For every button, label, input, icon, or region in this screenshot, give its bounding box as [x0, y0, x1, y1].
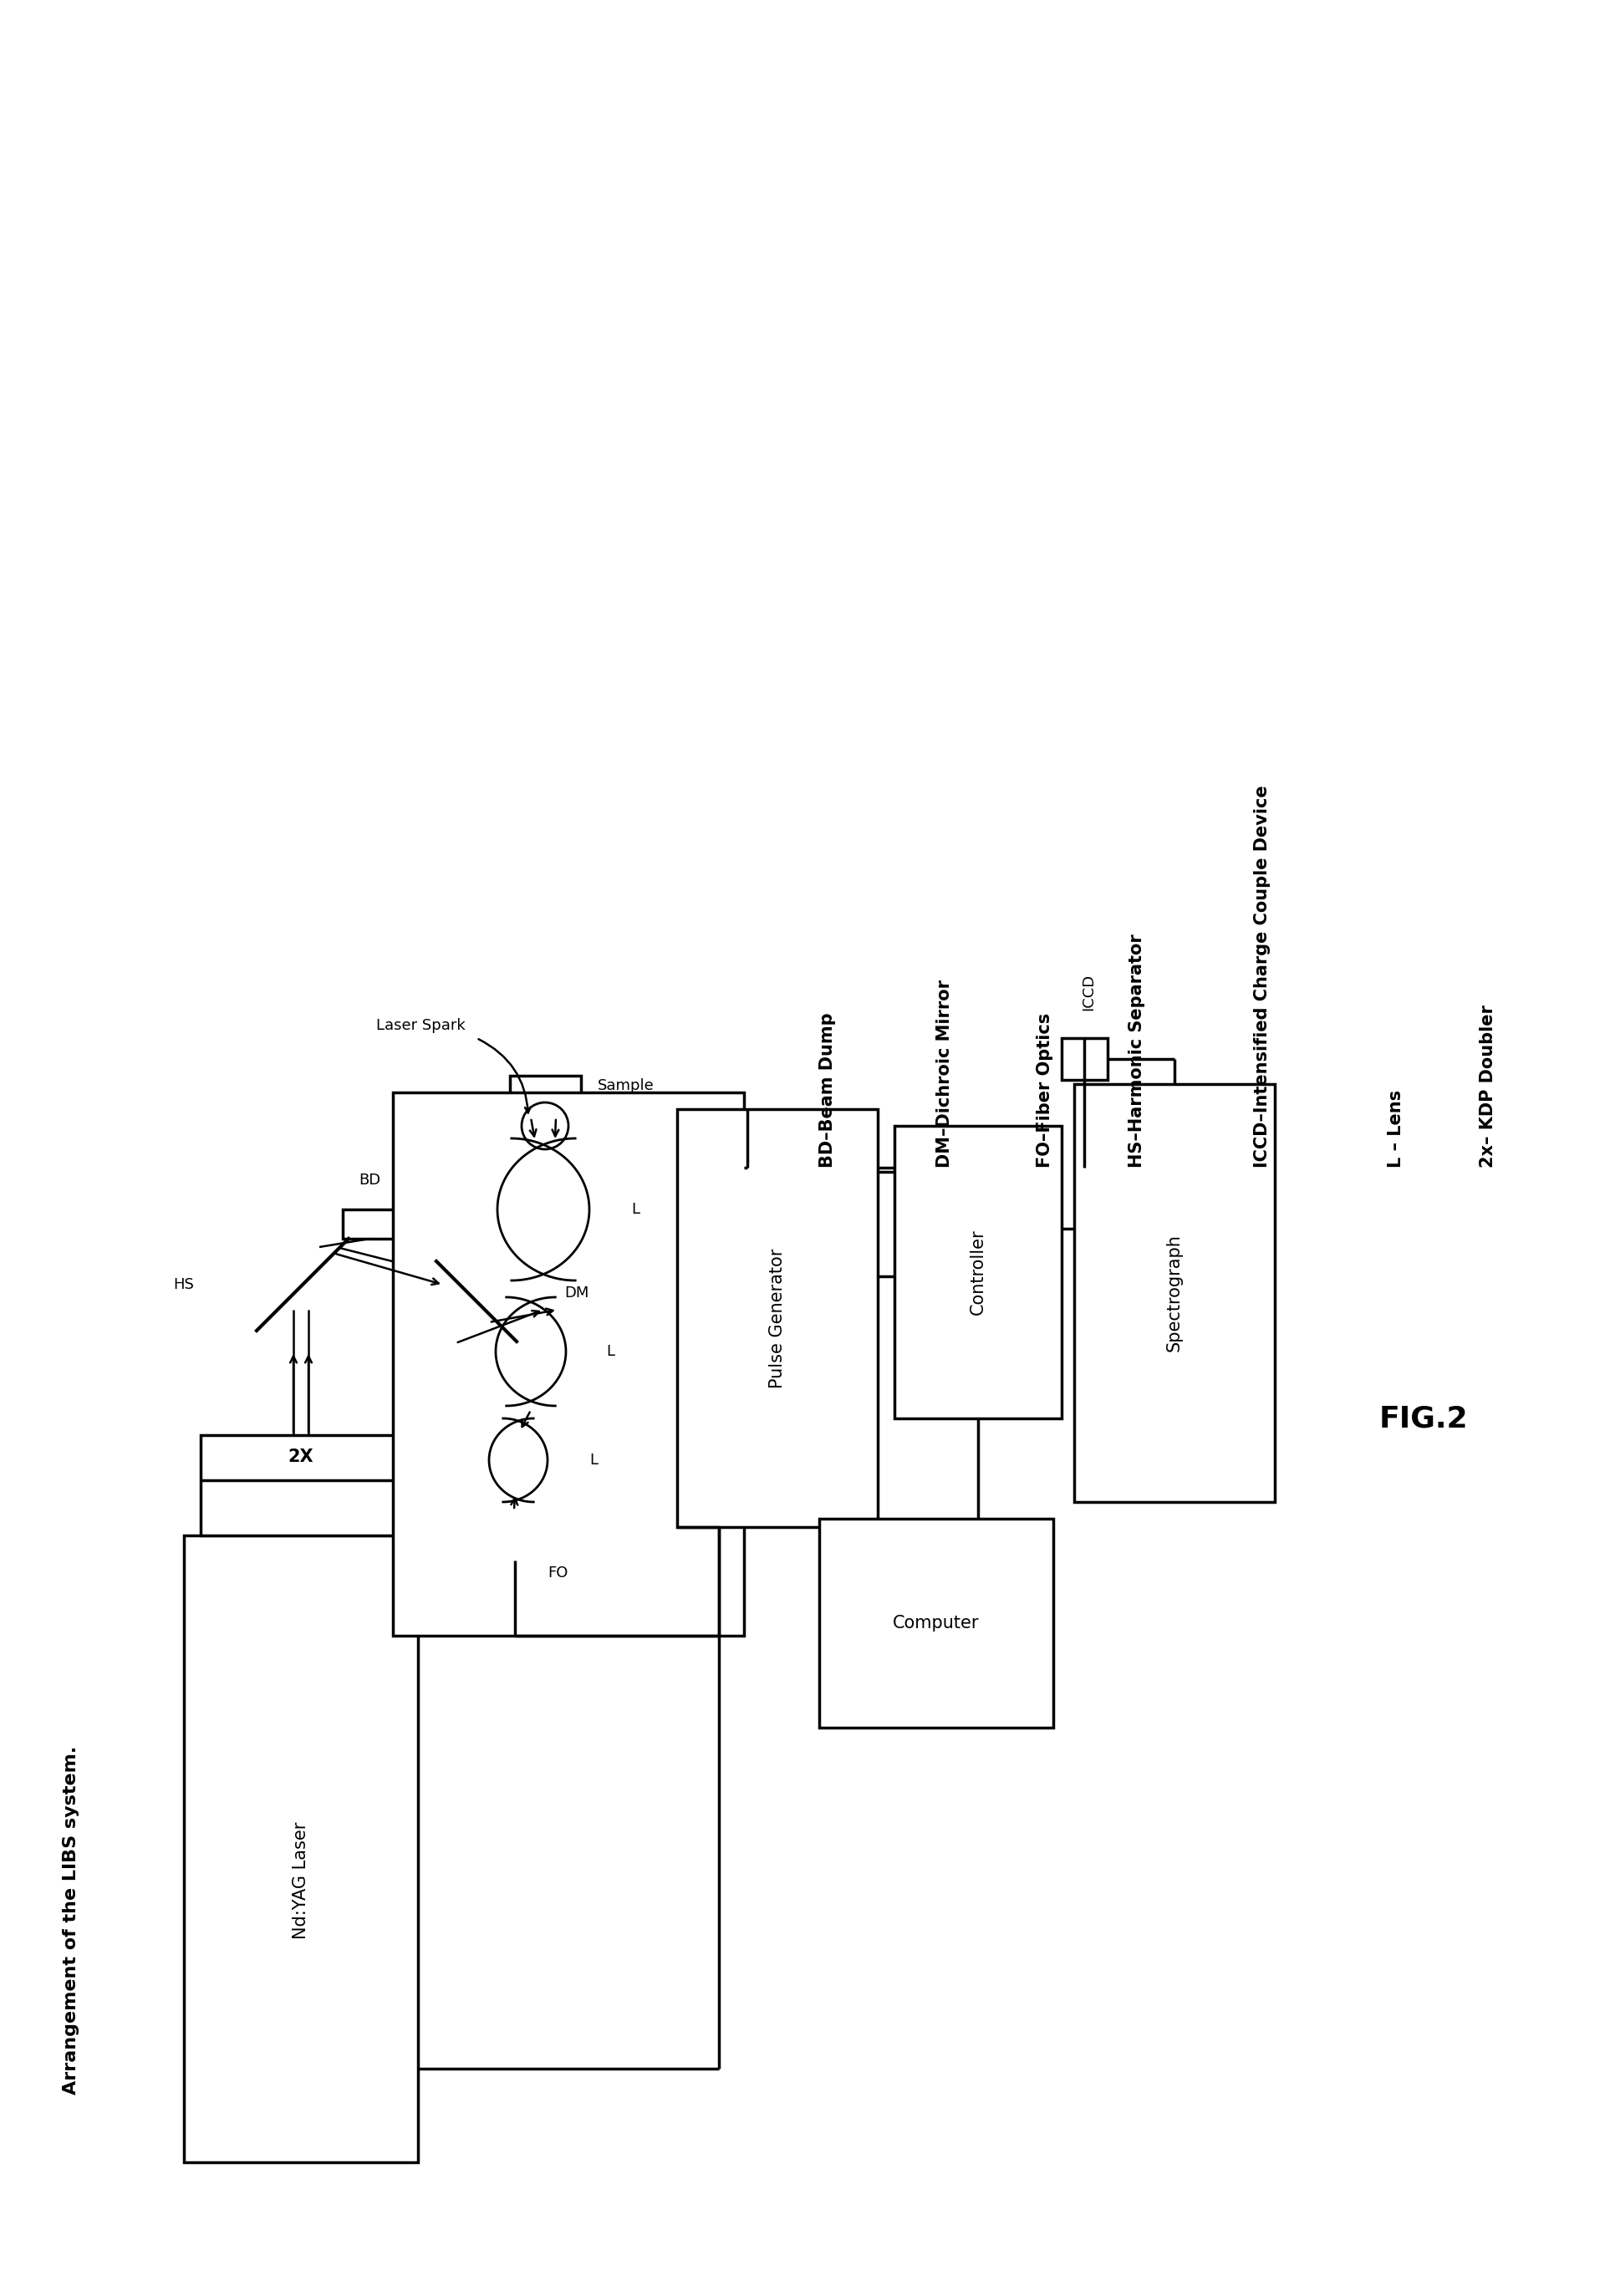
Bar [393, 1093, 744, 1635]
Text: L: L [589, 1453, 597, 1467]
Text: FIG.2: FIG.2 [1380, 1405, 1468, 1433]
Text: BD: BD [359, 1173, 382, 1187]
Text: ICCD: ICCD [1082, 974, 1096, 1010]
Text: Computer: Computer [894, 1614, 979, 1632]
Text: Nd:YAG Laser: Nd:YAG Laser [293, 1821, 309, 1938]
Text: DM: DM [563, 1286, 589, 1300]
Text: ICCD–Intensified Charge Couple Device: ICCD–Intensified Charge Couple Device [1254, 785, 1270, 1169]
Text: Sample: Sample [597, 1079, 654, 1093]
Text: L – Lens: L – Lens [1388, 1091, 1404, 1169]
Text: L: L [631, 1201, 639, 1217]
Bar [1074, 1084, 1275, 1502]
Bar [201, 1435, 401, 1536]
Bar [819, 1518, 1053, 1727]
Text: DM–Dichroic Mirror: DM–Dichroic Mirror [937, 980, 953, 1169]
Text: Spectrograph: Spectrograph [1166, 1235, 1183, 1352]
Text: BD–Beam Dump: BD–Beam Dump [819, 1013, 836, 1169]
Bar [510, 1077, 581, 1097]
Text: L: L [605, 1343, 615, 1359]
Text: HS: HS [174, 1277, 193, 1293]
Text: FO–Fiber Optics: FO–Fiber Optics [1037, 1013, 1053, 1169]
Text: 2x– KDP Doubler: 2x– KDP Doubler [1480, 1006, 1496, 1169]
Text: Controller: Controller [969, 1228, 987, 1316]
Text: 2X: 2X [288, 1449, 314, 1465]
Text: Arrangement of the LIBS system.: Arrangement of the LIBS system. [63, 1745, 79, 2094]
Text: FO: FO [547, 1566, 568, 1580]
FancyArrowPatch shape [478, 1040, 531, 1114]
Text: Laser Spark: Laser Spark [377, 1017, 465, 1033]
Text: HS–Harmonic Separator: HS–Harmonic Separator [1129, 934, 1145, 1169]
Text: Pulse Generator: Pulse Generator [770, 1249, 786, 1389]
Bar [1061, 1038, 1108, 1079]
Bar [343, 1210, 398, 1238]
Bar [497, 1497, 533, 1561]
Bar [678, 1109, 877, 1527]
Bar [184, 1536, 419, 2163]
Bar [895, 1125, 1061, 1419]
